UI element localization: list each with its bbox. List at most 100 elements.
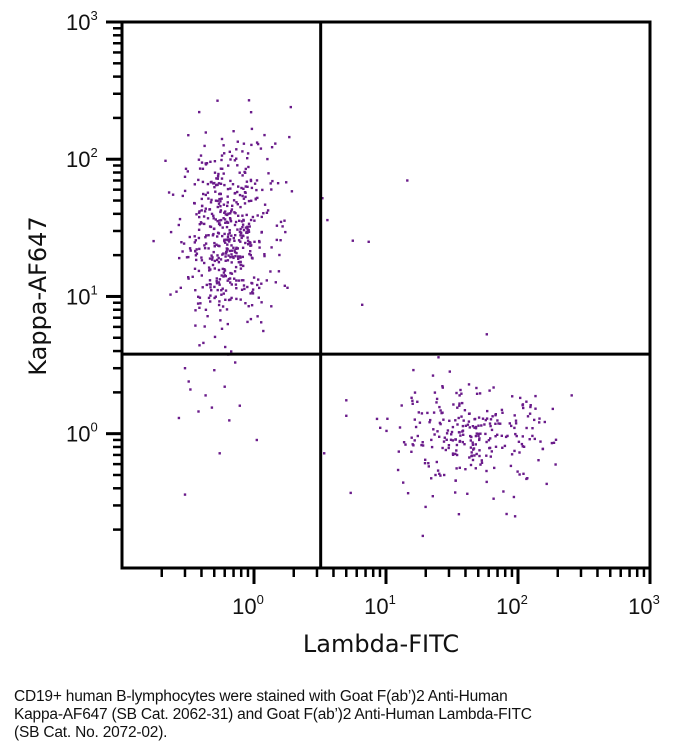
data-point — [502, 490, 505, 493]
data-point — [198, 344, 201, 347]
data-point — [256, 142, 260, 146]
data-point — [229, 271, 232, 275]
data-point — [228, 231, 231, 235]
data-point — [220, 274, 223, 277]
data-point — [240, 231, 243, 235]
data-point — [464, 468, 467, 471]
data-point-outlier — [323, 452, 326, 455]
flow-cytometry-dot-plot: 100 101 102 103 100 101 102 103 Lambda-FITC Ka… — [24, 8, 660, 658]
data-point — [281, 225, 284, 228]
data-point — [198, 306, 201, 309]
data-point — [182, 242, 186, 245]
data-point — [467, 383, 471, 386]
data-point — [230, 234, 233, 237]
data-point — [217, 256, 220, 260]
data-point — [284, 230, 287, 234]
data-point — [463, 443, 466, 446]
data-point — [249, 241, 252, 244]
data-point — [197, 158, 201, 161]
data-point — [248, 252, 251, 256]
data-point — [487, 439, 491, 442]
data-point — [454, 452, 457, 456]
data-point-outlier — [513, 515, 517, 518]
data-point — [235, 201, 238, 204]
data-point — [286, 286, 289, 289]
data-point-outlier — [402, 481, 405, 484]
data-point — [240, 279, 244, 282]
data-point — [224, 259, 227, 262]
data-point — [219, 319, 222, 322]
data-point — [194, 239, 197, 242]
data-point — [203, 325, 206, 328]
data-point — [537, 459, 540, 462]
data-point — [250, 199, 253, 202]
data-point — [216, 177, 219, 180]
data-point — [283, 219, 286, 222]
data-point — [204, 308, 208, 311]
data-point — [522, 472, 525, 475]
data-point — [269, 182, 272, 185]
data-point — [521, 445, 524, 448]
data-point — [236, 190, 239, 194]
data-point — [201, 167, 205, 170]
data-point — [501, 446, 504, 449]
data-point — [247, 222, 251, 225]
data-point — [430, 438, 433, 442]
data-point — [226, 204, 229, 208]
data-point — [274, 281, 277, 284]
data-point — [234, 283, 238, 286]
data-point — [235, 157, 238, 160]
data-point — [201, 180, 205, 184]
data-point-outlier — [249, 111, 253, 114]
data-point — [209, 300, 212, 303]
data-point — [216, 254, 219, 257]
data-point — [479, 432, 482, 435]
data-point — [411, 402, 414, 405]
data-point — [257, 296, 260, 299]
data-point — [477, 434, 480, 437]
data-point — [225, 225, 229, 229]
data-point — [219, 309, 222, 312]
data-point — [459, 434, 462, 437]
data-point-outlier — [228, 419, 231, 422]
data-point — [256, 196, 259, 200]
data-points — [152, 99, 573, 538]
data-point — [237, 239, 241, 242]
data-point — [454, 438, 457, 441]
data-point — [193, 267, 197, 270]
data-point — [230, 296, 233, 300]
data-point — [534, 394, 537, 398]
data-point — [213, 259, 216, 263]
data-point — [236, 140, 239, 143]
data-point — [200, 197, 203, 201]
data-point — [230, 210, 233, 213]
data-point — [463, 409, 467, 412]
data-point — [233, 270, 237, 273]
data-point-outlier — [361, 303, 364, 306]
data-point — [250, 244, 253, 247]
data-point — [240, 236, 243, 240]
data-point — [224, 298, 227, 301]
data-point — [248, 225, 251, 228]
data-point — [203, 222, 206, 226]
data-point — [246, 236, 249, 239]
data-point — [439, 422, 442, 426]
data-point — [231, 255, 234, 258]
data-point — [406, 492, 410, 495]
data-point — [194, 309, 197, 312]
data-point — [247, 199, 251, 203]
data-point — [263, 203, 267, 206]
data-point — [436, 469, 440, 472]
data-point — [430, 477, 433, 480]
data-point — [200, 259, 204, 262]
data-point — [221, 305, 225, 308]
data-point — [215, 280, 218, 283]
data-point — [213, 335, 217, 339]
data-point — [424, 505, 427, 509]
data-point — [529, 404, 532, 407]
data-point-outlier — [210, 406, 214, 409]
data-point — [427, 465, 430, 468]
data-point — [278, 253, 281, 257]
data-point-outlier — [183, 493, 187, 496]
data-point — [217, 261, 221, 264]
